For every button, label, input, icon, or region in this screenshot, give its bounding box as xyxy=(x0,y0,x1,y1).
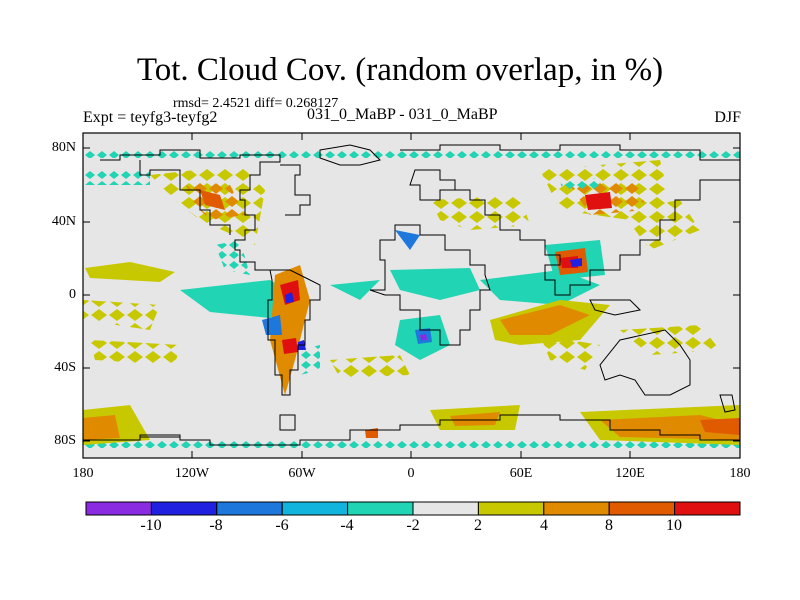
axis-ticks xyxy=(83,133,740,458)
lon-label: 60W xyxy=(288,466,316,481)
lon-label: 180 xyxy=(72,466,94,481)
lat-label: 40N xyxy=(51,214,76,229)
cases-label: 031_0_MaBP - 031_0_MaBP xyxy=(307,106,498,123)
stats-label: rmsd= 2.4521 diff= 0.268127 xyxy=(173,96,339,111)
lon-label: 180 xyxy=(729,466,751,481)
colorbar-label: -6 xyxy=(275,517,289,534)
colorbar-label: -8 xyxy=(209,517,223,534)
colorbar-label: -2 xyxy=(406,517,420,534)
lat-label: 40S xyxy=(54,360,76,375)
colorbar-bin xyxy=(347,501,414,516)
lon-label: 120E xyxy=(615,466,645,481)
lon-label: 60E xyxy=(509,466,533,481)
colorbar-bin xyxy=(85,501,152,516)
colorbar-bin xyxy=(608,501,676,516)
chart-title: Tot. Cloud Cov. (random overlap, in %) xyxy=(136,52,664,88)
colorbar-label: -10 xyxy=(140,517,162,534)
colorbar-bin xyxy=(216,501,283,516)
colorbar-bin xyxy=(150,501,218,516)
lat-label: 80N xyxy=(51,140,76,155)
colorbar-label: 4 xyxy=(540,517,548,534)
lat-label: 0 xyxy=(69,287,76,302)
colorbar-bin xyxy=(281,501,349,516)
coastlines xyxy=(83,144,740,446)
colorbar-bin xyxy=(674,501,741,516)
colorbar-label: -4 xyxy=(340,517,354,534)
colorbar xyxy=(85,501,741,516)
colorbar-bin xyxy=(412,501,479,516)
lon-label: 0 xyxy=(407,466,415,481)
colorbar-bin xyxy=(477,501,545,516)
colorbar-label: 8 xyxy=(605,517,613,534)
anomaly-fields xyxy=(83,150,740,448)
season-label: DJF xyxy=(714,109,741,126)
colorbar-label: 10 xyxy=(666,517,682,534)
lon-label: 120W xyxy=(174,466,210,481)
lat-label: 80S xyxy=(54,433,76,448)
colorbar-bin xyxy=(543,501,610,516)
experiment-label: Expt = teyfg3-teyfg2 xyxy=(83,109,218,126)
colorbar-label: 2 xyxy=(474,517,482,534)
